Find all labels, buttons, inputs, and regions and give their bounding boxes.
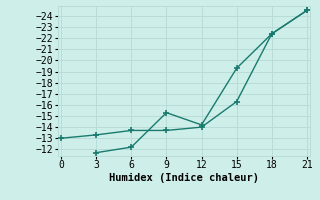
X-axis label: Humidex (Indice chaleur): Humidex (Indice chaleur) (109, 173, 259, 183)
